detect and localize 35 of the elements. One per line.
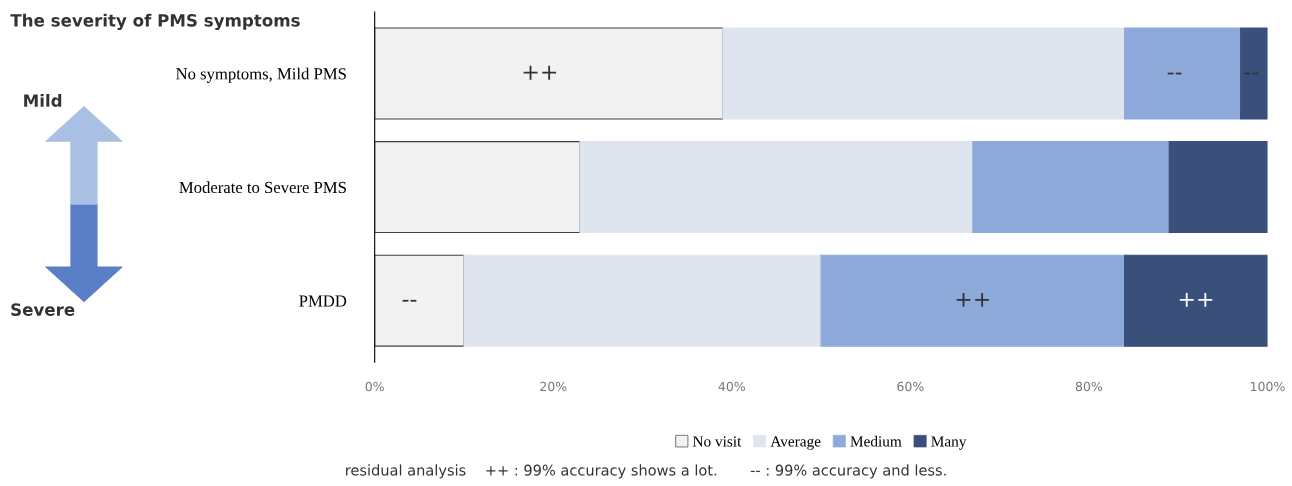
- bar: [463, 254, 822, 347]
- legend-label: Many: [931, 436, 967, 450]
- text: Mild: [24, 93, 62, 107]
- x-tick-label: 60%: [897, 381, 924, 392]
- text: residual analysis ++ : 99% accuracy shows a lot. -- : 99% accuracy and less.: [346, 464, 946, 479]
- annotation: --: [402, 299, 417, 302]
- annotation: --: [1167, 72, 1182, 75]
- y-tick-label: PMDD: [299, 295, 347, 307]
- legend-label: Medium: [850, 435, 902, 447]
- bar: [374, 254, 465, 347]
- annotation: ++: [956, 292, 990, 307]
- bar: [722, 27, 1126, 120]
- x-tick-label: 80%: [1075, 381, 1103, 392]
- x-tick-label: 20%: [540, 381, 567, 392]
- legend-label: Average: [770, 436, 821, 450]
- bar: [374, 141, 581, 234]
- annotation: --: [1244, 72, 1259, 75]
- x-tick-label: 0%: [365, 381, 384, 392]
- bar: [972, 141, 1170, 234]
- bar: [1124, 254, 1268, 347]
- x-tick-label: 100%: [1250, 381, 1285, 392]
- annotation: ++: [1179, 292, 1213, 307]
- text: The severity of PMS symptoms: [10, 13, 300, 30]
- bar: [374, 27, 724, 120]
- x-tick-label: 40%: [718, 381, 745, 392]
- legend-label: No visit: [692, 436, 742, 447]
- bar: [1240, 27, 1268, 120]
- bar: [579, 141, 974, 234]
- text: Severe: [11, 303, 75, 316]
- bar: [1168, 141, 1268, 234]
- bar: [1124, 27, 1242, 120]
- bar: [820, 254, 1126, 347]
- y-tick-label: No symptoms, Mild PMS: [176, 67, 346, 83]
- y-tick-label: Moderate to Severe PMS: [179, 181, 346, 194]
- annotation: ++: [523, 65, 557, 80]
